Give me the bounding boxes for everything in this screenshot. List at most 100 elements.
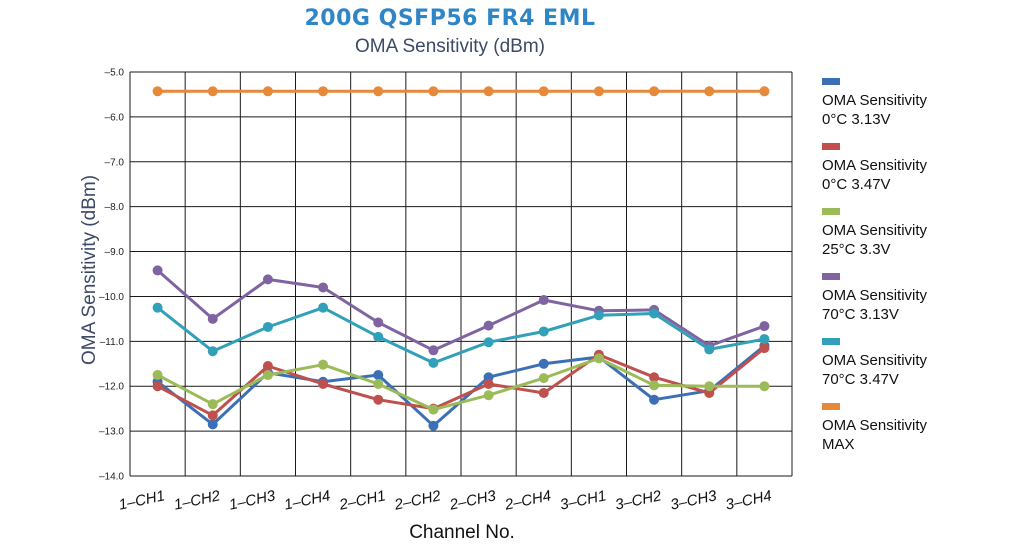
data-point [207, 419, 218, 430]
legend-item: OMA Sensitivity 0°C 3.47V [822, 143, 1022, 208]
data-point [538, 86, 549, 97]
x-tick-label: 3–CH3 [669, 487, 719, 513]
y-tick-label: –9.0 [105, 247, 125, 258]
series-2 [152, 343, 770, 421]
y-tick-label: –13.0 [99, 427, 124, 438]
x-tick-label: 1–CH1 [117, 487, 166, 513]
chart-title: 200G QSFP56 FR4 EML [304, 6, 596, 31]
data-point [373, 394, 384, 405]
data-point [538, 326, 549, 337]
legend-item: OMA Sensitivity MAX [822, 403, 1022, 468]
data-point [483, 337, 494, 348]
x-tick-label: 3–CH4 [724, 487, 773, 513]
series-line [156, 306, 765, 365]
y-tick-label: –6.0 [105, 112, 125, 123]
data-point [152, 370, 163, 380]
legend-item: OMA Sensitivity 0°C 3.13V [822, 78, 1022, 143]
data-point [483, 390, 494, 401]
data-point [704, 344, 715, 355]
data-point [593, 310, 604, 321]
data-point [152, 302, 163, 313]
data-point [483, 86, 494, 97]
grid-lines [129, 71, 793, 477]
x-tick-label: 2–CH1 [337, 487, 387, 514]
data-point [152, 265, 163, 276]
y-tick-label: –8.0 [105, 202, 125, 213]
data-point [649, 394, 660, 405]
data-point [538, 373, 549, 384]
data-point [538, 295, 549, 306]
data-point [207, 410, 218, 421]
data-point [649, 308, 660, 319]
data-point [538, 387, 549, 398]
data-point [428, 420, 439, 431]
data-point [649, 86, 660, 97]
data-point [593, 86, 604, 97]
data-point [262, 274, 273, 285]
data-point [428, 357, 439, 368]
data-point [649, 380, 660, 391]
x-tick-labels: 1–CH1 1–CH2 1–CH3 1–CH4 2–CH1 2–CH2 2–CH3 2–CH4… [117, 487, 773, 514]
legend-swatch [822, 403, 840, 410]
data-point [759, 381, 770, 392]
series-group [152, 86, 770, 431]
data-point [318, 86, 329, 97]
series-5 [152, 302, 770, 368]
data-point [483, 320, 494, 331]
y-tick-label: –7.0 [105, 157, 125, 168]
data-point [318, 282, 329, 293]
legend-label: OMA Sensitivity 0°C 3.13V [822, 92, 928, 128]
legend-swatch [822, 143, 840, 150]
x-tick-label: 1–CH2 [172, 487, 222, 513]
data-point [207, 313, 218, 324]
legend-label: OMA Sensitivity MAX [822, 417, 928, 453]
x-tick-label: 2–CH4 [502, 487, 552, 514]
data-point [759, 343, 770, 354]
legend-item: OMA Sensitivity 25°C 3.3V [822, 208, 1022, 273]
data-point [262, 361, 273, 372]
x-axis-title: Channel No. [409, 522, 515, 543]
data-point [318, 378, 329, 389]
data-point [593, 353, 604, 364]
data-point [649, 372, 660, 383]
x-tick-label: 2–CH2 [392, 487, 443, 514]
legend-swatch [822, 78, 840, 85]
data-point [373, 370, 384, 380]
y-tick-label: –11.0 [100, 337, 125, 348]
data-point [373, 378, 384, 389]
data-point [262, 321, 273, 332]
x-tick-label: 1–CH4 [283, 487, 332, 513]
y-tick-labels: –5.0 –6.0 –7.0 –8.0 –9.0 –10.0 –11.0 –12.0 –13.0… [99, 68, 124, 483]
legend-item: OMA Sensitivity 70°C 3.47V [822, 338, 1022, 403]
series-line [156, 269, 765, 352]
series-4 [152, 265, 770, 356]
data-point [704, 381, 715, 392]
data-point [428, 345, 439, 356]
legend-label: OMA Sensitivity 0°C 3.47V [822, 157, 928, 193]
x-tick-label: 3–CH1 [559, 487, 608, 513]
x-tick-label: 2–CH3 [447, 487, 498, 514]
y-tick-label: –14.0 [99, 472, 124, 483]
legend-swatch [822, 208, 840, 215]
data-point [152, 381, 163, 392]
series-line [156, 356, 765, 412]
legend-label: OMA Sensitivity 25°C 3.3V [822, 222, 928, 258]
data-point [759, 334, 770, 345]
data-point [318, 302, 329, 313]
data-point [152, 86, 163, 97]
series-6 [152, 86, 770, 97]
y-tick-label: –12.0 [99, 382, 124, 393]
data-point [207, 346, 218, 357]
y-tick-label: –10.0 [99, 292, 124, 303]
data-point [262, 86, 273, 97]
data-point [759, 86, 770, 97]
x-tick-label: 1–CH3 [228, 487, 278, 513]
legend-swatch [822, 273, 840, 280]
data-point [373, 86, 384, 97]
data-point [373, 331, 384, 342]
series-line [156, 346, 766, 417]
data-point [318, 359, 329, 370]
data-point [483, 378, 494, 389]
data-point [428, 404, 439, 415]
